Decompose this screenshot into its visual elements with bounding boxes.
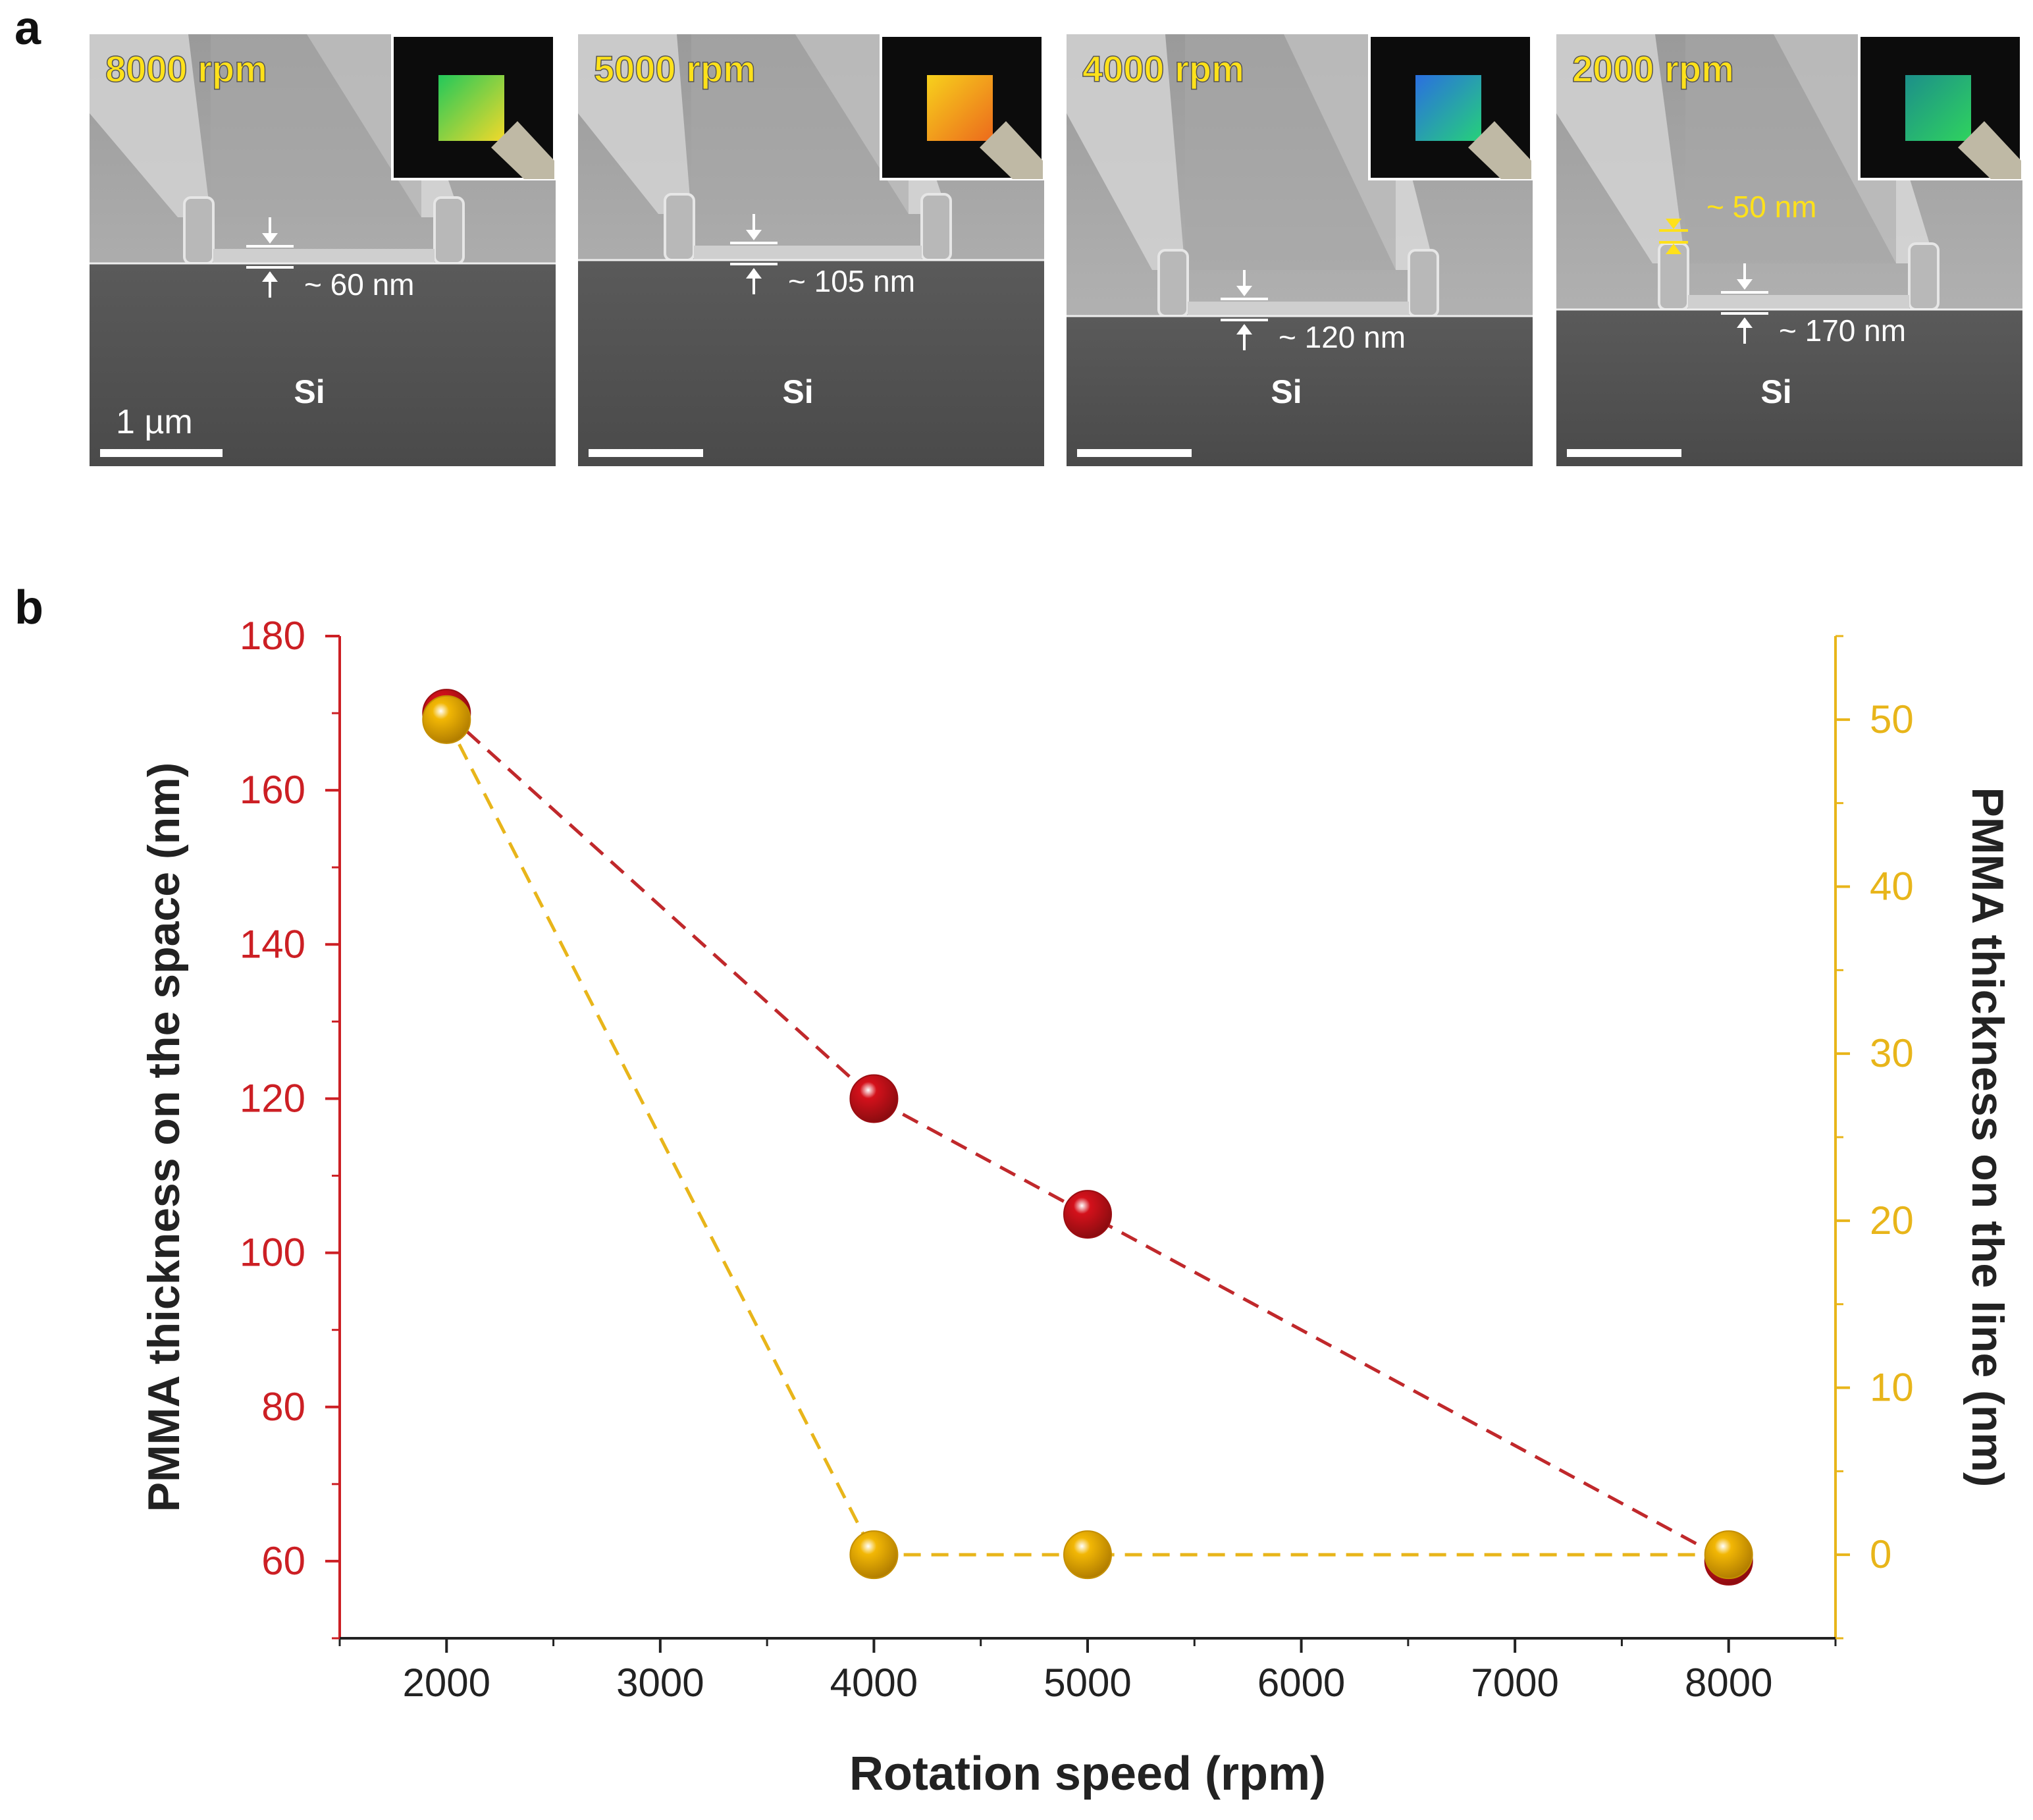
y-right-tick-label: 20 <box>1870 1198 1914 1243</box>
x-tick-label: 6000 <box>1257 1661 1345 1705</box>
trench-floor <box>211 34 421 217</box>
line-arrow-up <box>1666 244 1681 254</box>
inset-tweezer <box>1468 121 1531 179</box>
si-substrate <box>1556 309 2022 466</box>
data-point-2 <box>849 1530 899 1580</box>
space-thickness-label: ~ 170 nm <box>1779 313 1906 348</box>
y-left-axis-label: PMMA thickness on the space (nm) <box>139 763 189 1512</box>
inset-sample-square <box>927 75 993 141</box>
ridge-right <box>433 196 465 265</box>
sem-panel-3: 4000 rpm ~ 120 nm Si <box>1067 34 1533 466</box>
line-thickness-label: ~ 50 nm <box>1706 190 1817 224</box>
data-point-1 <box>849 1074 899 1123</box>
scale-bar <box>100 449 223 457</box>
trench-wall-left <box>1556 34 1685 263</box>
panel-a-label: a <box>14 2 41 55</box>
scale-bar <box>1567 449 1681 457</box>
si-substrate <box>578 260 1044 466</box>
inset-tweezer <box>1958 121 2021 179</box>
trench-wall-left <box>578 34 691 214</box>
x-tick-label: 7000 <box>1471 1661 1558 1705</box>
inset-tweezer <box>980 121 1043 179</box>
data-point-2 <box>1704 1530 1753 1580</box>
ridge-left <box>183 196 215 265</box>
y-left-tick-label: 80 <box>261 1385 305 1429</box>
pmma-layer <box>694 246 922 260</box>
ridge-right <box>1408 249 1439 317</box>
y-right-tick-label: 30 <box>1870 1031 1914 1075</box>
trench-floor <box>691 34 909 214</box>
si-substrate <box>90 263 556 466</box>
inset-sample-square <box>1415 75 1481 141</box>
rpm-label: 2000 rpm <box>1572 48 1734 90</box>
rpm-label: 5000 rpm <box>594 48 756 90</box>
space-thickness-label: ~ 60 nm <box>304 267 415 302</box>
substrate-label: Si <box>1271 373 1302 410</box>
thickness-chart: 2000 3000 4000 5000 6000 7000 8000608010012014… <box>139 614 2013 1800</box>
inset-sample-square <box>438 75 504 141</box>
trench-wall-left <box>90 34 211 217</box>
x-axis-label: Rotation speed (rpm) <box>849 1748 1326 1800</box>
substrate-label: Si <box>1760 373 1791 410</box>
x-tick-label: 8000 <box>1685 1661 1772 1705</box>
rpm-label: 4000 rpm <box>1082 48 1244 90</box>
substrate-label: Si <box>782 373 813 410</box>
trench-floor <box>1185 34 1396 270</box>
x-tick-label: 2000 <box>403 1661 490 1705</box>
scale-bar <box>1077 449 1192 457</box>
y-left-tick-label: 180 <box>240 614 305 658</box>
rpm-label: 8000 rpm <box>105 48 267 90</box>
arrow-down-head <box>1236 286 1252 296</box>
substrate-label: Si <box>294 373 325 410</box>
scale-bar-label: 1 µm <box>116 403 193 441</box>
scale-bar <box>589 449 703 457</box>
si-substrate <box>1067 316 1533 466</box>
series-line-2 <box>445 718 1729 1557</box>
ridge-right <box>1908 242 1940 311</box>
ridge-left <box>1157 249 1189 317</box>
y-left-tick-label: 160 <box>240 768 305 812</box>
y-left-tick-label: 100 <box>240 1231 305 1275</box>
arrow-up-head <box>746 268 762 279</box>
x-tick-label: 4000 <box>830 1661 918 1705</box>
y-left-tick-label: 120 <box>240 1076 305 1120</box>
arrow-up-head <box>1737 317 1753 328</box>
arrow-down-head <box>746 230 762 240</box>
data-point-2 <box>422 695 471 744</box>
arrow-down-head <box>1737 279 1753 290</box>
pmma-layer <box>1688 295 1909 309</box>
inset-sample-square <box>1905 75 1971 141</box>
y-right-axis-label: PMMA thickness on the line (nm) <box>1963 788 2013 1487</box>
pmma-layer <box>213 249 435 263</box>
y-right-tick-label: 40 <box>1870 865 1914 909</box>
y-right-tick-label: 0 <box>1870 1532 1891 1576</box>
series-line-1 <box>445 712 1729 1563</box>
y-left-tick-label: 60 <box>261 1539 305 1583</box>
y-left-tick-label: 140 <box>240 922 305 966</box>
y-right-tick-label: 10 <box>1870 1366 1914 1410</box>
trench-wall-left <box>1067 34 1185 270</box>
data-point-2 <box>1063 1530 1112 1580</box>
ridge-left <box>664 193 695 261</box>
x-tick-label: 5000 <box>1043 1661 1131 1705</box>
panel-b-label: b <box>14 581 43 634</box>
space-thickness-label: ~ 120 nm <box>1279 320 1406 354</box>
space-thickness-label: ~ 105 nm <box>788 264 915 298</box>
x-tick-label: 3000 <box>616 1661 704 1705</box>
arrow-down-head <box>262 233 278 244</box>
sem-panel-2: 5000 rpm ~ 105 nm Si <box>578 34 1044 466</box>
line-arrow-down <box>1666 219 1681 229</box>
inset-tweezer <box>491 121 554 179</box>
arrow-up-head <box>1236 324 1252 335</box>
arrow-up-head <box>262 271 278 282</box>
sem-panel-4: 2000 rpm ~ 170 nm ~ 50 nm Si <box>1556 34 2022 466</box>
pmma-layer <box>1188 302 1409 316</box>
ridge-right <box>920 193 952 261</box>
data-point-1 <box>1063 1190 1112 1239</box>
y-right-tick-label: 50 <box>1870 697 1914 741</box>
sem-panel-1: 8000 rpm ~ 60 nm Si 1 µm <box>90 34 556 466</box>
